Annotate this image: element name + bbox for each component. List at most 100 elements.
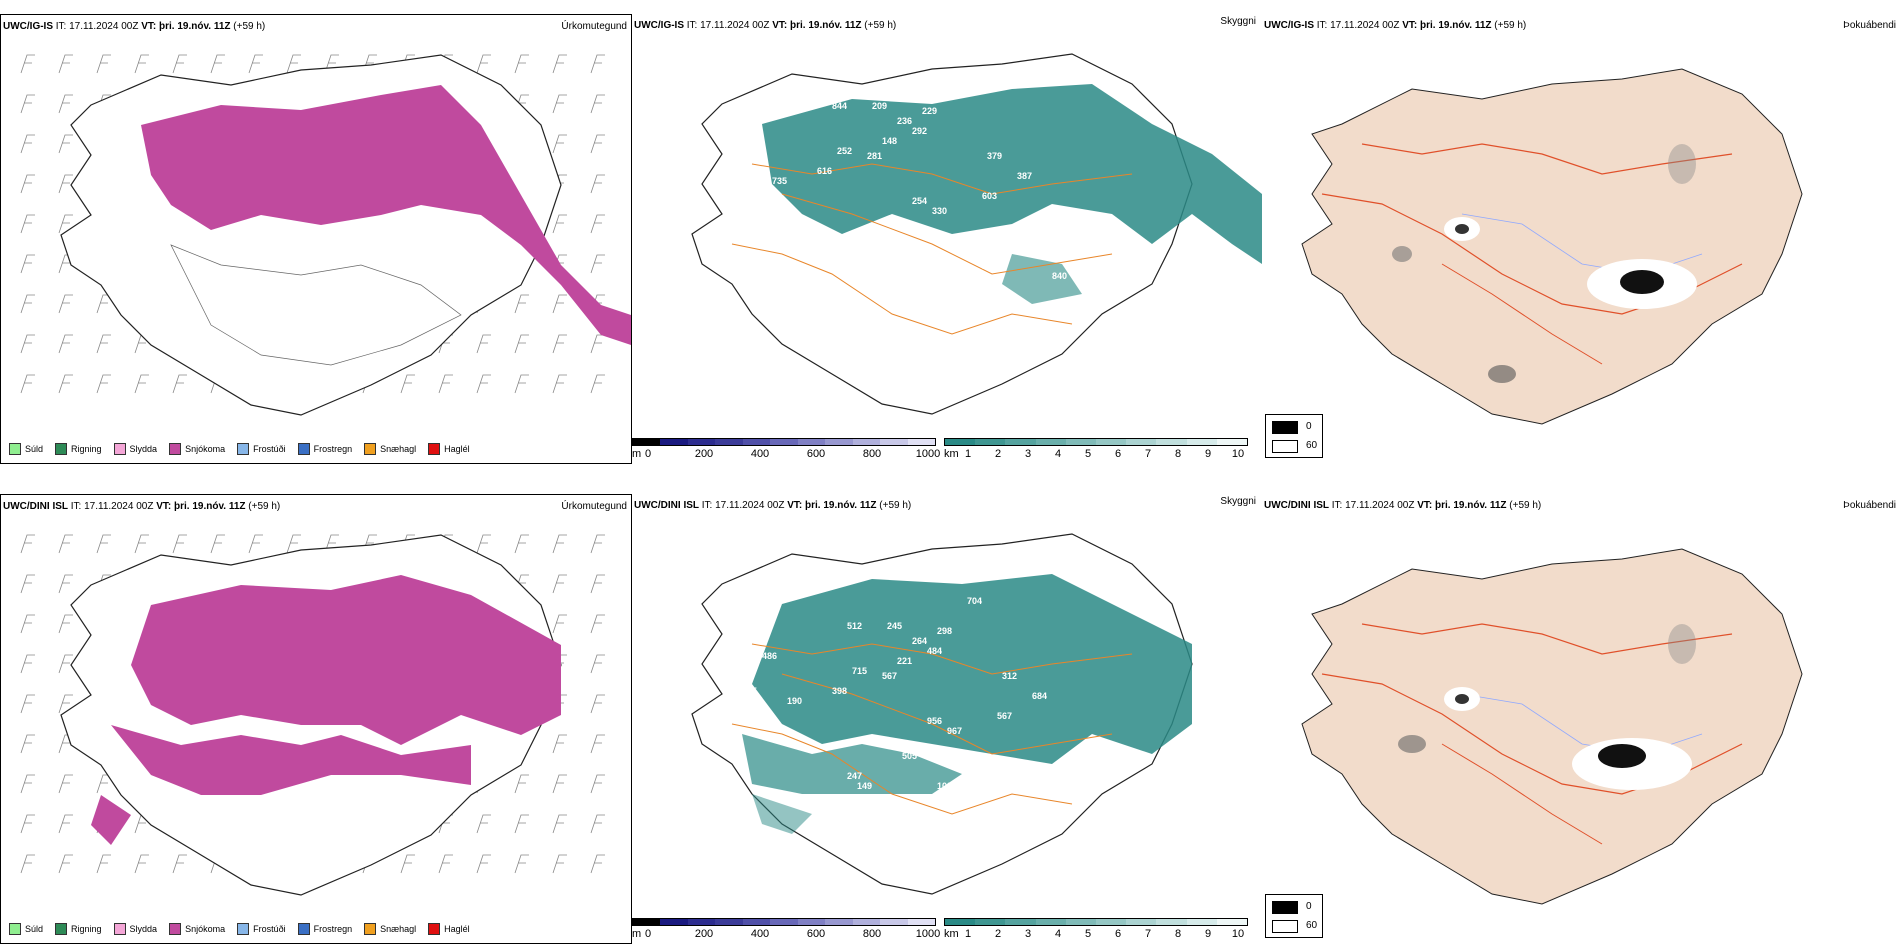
ceiling-label: 88 [842,261,852,271]
wind-barb [476,814,491,834]
wind-barb [552,134,567,154]
legend-label: Haglél [444,924,470,934]
wind-barb [172,54,187,74]
legend-swatch [55,923,68,935]
colorbar-tick: 6 [1114,448,1122,460]
colorbar-tick: 200 [694,448,714,460]
panel-header: UWC/DINI ISL IT: 17.11.2024 00Z VT: þri.… [3,501,281,512]
colorbar-tick: 8 [1174,448,1182,460]
ceiling-label: 379 [987,151,1002,161]
legend-label: Frostúði [253,924,286,934]
visibility-colorbar: km 1 2 3 4 5 6 7 8 9 10 [944,438,1248,462]
colorbar-tick: 1000 [915,448,941,460]
wind-barb [324,534,339,554]
wind-barb [590,654,605,674]
legend-item: Súld [9,923,43,935]
ceiling-label: 236 [897,116,912,126]
ceiling-label: 193 [957,241,972,251]
legend-swatch [428,443,441,455]
wind-barb [514,374,529,394]
legend-label: Slydda [129,924,158,934]
ceiling-label: 13 [922,261,932,271]
wind-barb [476,334,491,354]
ceiling-label: 715 [852,666,867,676]
wind-barb [58,774,73,794]
ceiling-label: 425 [742,686,757,696]
wind-barb [58,374,73,394]
ceiling-label: 190 [787,696,802,706]
colorbar-tick: 800 [862,448,882,460]
wind-barb [590,334,605,354]
colorbar-tick: 1 [964,928,972,940]
wind-barb [400,374,415,394]
fog-panel-row1: UWC/IG-IS IT: 17.11.2024 00Z VT: þri. 19… [1262,14,1900,464]
wind-barb [590,534,605,554]
wind-barb [476,854,491,874]
colorbar-tick: 9 [1204,448,1212,460]
wind-barb [58,854,73,874]
wind-barb [96,854,111,874]
wind-barb [58,694,73,714]
legend-swatch [169,443,182,455]
panel-title: Úrkomutegund [561,21,627,32]
wind-barb [590,54,605,74]
colorbar-tick: 7 [1144,928,1152,940]
wind-barb [58,174,73,194]
ceiling-label: 484 [927,646,942,656]
ceiling-colorbar: m 0 200 400 600 800 1000 [632,918,940,942]
ceiling-label: 967 [947,726,962,736]
ceiling-label: 567 [882,671,897,681]
wind-barb [20,854,35,874]
wind-barb [552,54,567,74]
fog-legend: 0 60 [1265,414,1323,458]
legend-swatch [9,443,21,455]
clouds-panel-row1: UWC/IG-IS IT: 17.11.2024 00Z VT: þri. 19… [632,14,1262,464]
legend-label: Haglél [444,444,470,454]
wind-barb [58,294,73,314]
legend-swatch [364,923,377,935]
wind-barb [476,54,491,74]
legend-swatch [237,443,250,455]
ceiling-label: 229 [922,106,937,116]
wind-barb [58,94,73,114]
ceiling-label: 149 [857,781,872,791]
wind-barb [552,814,567,834]
ceiling-label: 387 [1017,171,1032,181]
colorbar-tick: 2 [994,448,1002,460]
ceiling-label: 281 [867,151,882,161]
legend-swatch [113,923,126,935]
clouds-map: 239 844 209 236 229 252 148 292 281 735 616 494 379 2… [691,53,1262,415]
wind-barb [552,214,567,234]
legend-swatch [169,923,182,935]
ceiling-label: 221 [897,656,912,666]
wind-barb [20,334,35,354]
wind-barb [514,54,529,74]
wind-barb [590,94,605,114]
wind-barb [590,214,605,234]
wind-barb [20,214,35,234]
ceiling-label: 312 [1002,671,1017,681]
ceiling-label: 704 [967,596,982,606]
ceiling-label: 254 [912,196,927,206]
legend-label: Snæhagl [380,924,417,934]
colorbar-tick: 200 [694,928,714,940]
wind-barb [476,534,491,554]
wind-barb [20,614,35,634]
fog-legend: 0 60 [1265,894,1323,938]
colorbar-tick: 1 [964,448,972,460]
legend-item: Haglél [428,443,470,455]
wind-barb [20,774,35,794]
visibility-colorbar: km 1 2 3 4 5 6 7 8 9 10 [944,918,1248,942]
legend-item: Frostúði [237,923,286,935]
ceiling-label: 10 [1067,791,1077,801]
legend-item: Haglél [428,923,470,935]
precip-legend: Súld Rigning Slydda Snjókoma Frostúði Frostre… [9,443,470,455]
legend-label: Frostregn [313,444,353,454]
wind-barb [20,374,35,394]
legend-label: Snæhagl [380,444,417,454]
wind-barb [58,614,73,634]
wind-barb [438,854,453,874]
panel-title: Þokuábendi [1843,500,1896,511]
colorbar-tick: 400 [750,928,770,940]
wind-barb [552,334,567,354]
